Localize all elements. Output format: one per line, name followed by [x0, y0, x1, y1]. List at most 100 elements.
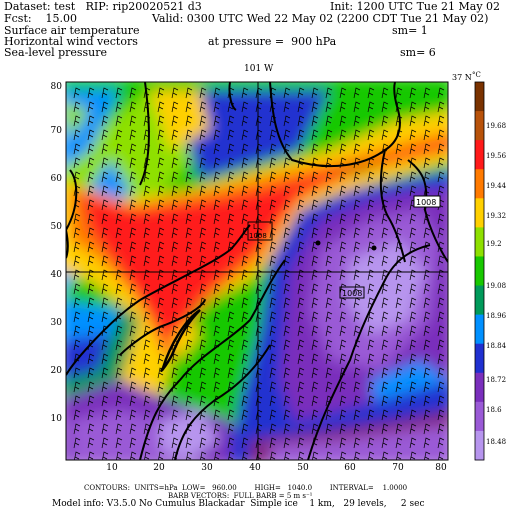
wind-barb [283, 213, 291, 225]
wind-barb [353, 241, 361, 253]
wind-barb [297, 255, 305, 267]
wind-barb [437, 87, 445, 99]
wind-barb [115, 283, 123, 295]
wind-barb [129, 101, 137, 113]
wind-barb [129, 129, 137, 141]
wind-barb [227, 143, 235, 155]
wind-barb [423, 241, 431, 253]
wind-barb [269, 353, 277, 365]
wind-barb [311, 213, 319, 225]
wind-barb [395, 283, 403, 295]
wind-barb [325, 311, 333, 323]
wind-barb [241, 129, 249, 141]
wind-barb [102, 451, 109, 460]
wind-barb [73, 367, 81, 379]
wind-barb [115, 213, 123, 225]
wind-barb [227, 283, 235, 295]
wind-barb [87, 213, 95, 225]
wind-barb [129, 325, 137, 337]
wind-barb [241, 241, 249, 253]
wind-barb [311, 269, 319, 281]
wind-barb [437, 325, 445, 337]
x-tick-40: 40 [249, 463, 261, 473]
wind-barb [199, 87, 207, 99]
wind-barb [115, 409, 123, 421]
wind-barb [381, 115, 389, 127]
wind-barb [311, 297, 319, 309]
wind-barb [115, 241, 123, 253]
wind-barb [241, 437, 249, 449]
wind-barb [115, 157, 123, 169]
wind-barb [325, 143, 333, 155]
wind-barb [213, 157, 221, 169]
wind-barb [340, 451, 347, 460]
wind-barb [199, 185, 207, 197]
wind-barb [227, 409, 235, 421]
wind-barb [283, 409, 291, 421]
x-tick-60: 60 [344, 463, 356, 473]
wind-barb [101, 157, 109, 169]
wind-barb [115, 339, 123, 351]
x-tick-10: 10 [106, 463, 118, 473]
wind-barb [353, 283, 361, 295]
contour-info: CONTOURS: UNITS=hPa LOW= 960.00 HIGH= 10… [84, 484, 408, 492]
wind-barb [283, 311, 291, 323]
wind-barb [339, 325, 347, 337]
wind-barb [339, 171, 347, 183]
wind-barb [325, 423, 333, 435]
pressure-level-label: at pressure = 900 hPa [208, 35, 337, 48]
wind-barb [87, 395, 95, 407]
wind-barb [423, 353, 431, 365]
wind-barb [269, 283, 277, 295]
wind-barb [395, 381, 403, 393]
wind-barb [73, 101, 81, 113]
wind-barb [157, 423, 165, 435]
wind-barb [129, 311, 137, 323]
wind-barb [185, 339, 193, 351]
colorbar-label: 19.08 [486, 282, 507, 290]
wind-barb [325, 409, 333, 421]
wind-barb [241, 381, 249, 393]
wind-barb [185, 227, 193, 239]
wind-barb [171, 185, 179, 197]
wind-barb [115, 437, 123, 449]
wind-barb [115, 255, 123, 267]
wind-barb [143, 199, 151, 211]
wind-barb [199, 325, 207, 337]
wind-barb [130, 451, 137, 460]
wind-barb [213, 171, 221, 183]
wind-barb [423, 297, 431, 309]
wind-barb [213, 199, 221, 211]
wind-barb [423, 381, 431, 393]
wind-barb [367, 87, 375, 99]
wind-barb [437, 171, 445, 183]
wind-barb [382, 451, 389, 460]
wind-barb [423, 101, 431, 113]
wind-barb [283, 87, 291, 99]
wind-barb [101, 87, 109, 99]
wind-barb [185, 297, 193, 309]
wind-barb [73, 143, 81, 155]
wind-barb [269, 339, 277, 351]
colorbar-swatch [475, 169, 484, 199]
wind-barb [367, 213, 375, 225]
colorbar-swatch [475, 227, 484, 257]
wind-barb [423, 325, 431, 337]
wind-barb [199, 101, 207, 113]
wind-barb [353, 143, 361, 155]
wind-barb [129, 423, 137, 435]
wind-barb [269, 157, 277, 169]
wind-barb [311, 171, 319, 183]
wind-barb [185, 381, 193, 393]
wind-barb [381, 353, 389, 365]
wind-barb [129, 395, 137, 407]
wind-barb [297, 101, 305, 113]
wind-barb [87, 87, 95, 99]
wind-barb [339, 255, 347, 267]
wind-barb [73, 409, 81, 421]
wind-barb [367, 367, 375, 379]
wind-barb [199, 213, 207, 225]
field-slp-label: Sea-level pressure [4, 46, 108, 59]
wind-barb [157, 199, 165, 211]
wind-barb [381, 241, 389, 253]
